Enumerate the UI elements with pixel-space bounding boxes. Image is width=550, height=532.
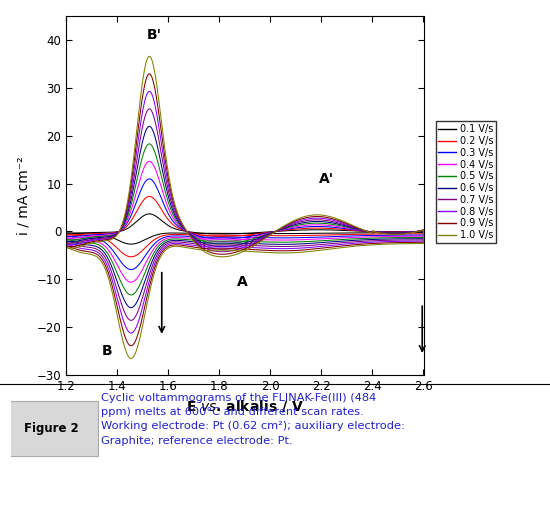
Text: A': A' bbox=[319, 172, 334, 186]
Y-axis label: i / mA cm⁻²: i / mA cm⁻² bbox=[17, 156, 31, 235]
X-axis label: E $\mathit{vs}$. alkalis / V: E $\mathit{vs}$. alkalis / V bbox=[186, 398, 304, 414]
Text: Figure 2: Figure 2 bbox=[24, 422, 79, 435]
Text: B: B bbox=[102, 344, 112, 359]
Text: Cyclic voltammograms of the FLINAK-Fe(III) (484
ppm) melts at 600°C and differen: Cyclic voltammograms of the FLINAK-Fe(II… bbox=[101, 393, 405, 446]
Text: A: A bbox=[237, 275, 248, 289]
Text: B': B' bbox=[146, 28, 162, 43]
Legend: 0.1 V/s, 0.2 V/s, 0.3 V/s, 0.4 V/s, 0.5 V/s, 0.6 V/s, 0.7 V/s, 0.8 V/s, 0.9 V/s,: 0.1 V/s, 0.2 V/s, 0.3 V/s, 0.4 V/s, 0.5 … bbox=[436, 121, 496, 243]
FancyBboxPatch shape bbox=[6, 401, 98, 456]
